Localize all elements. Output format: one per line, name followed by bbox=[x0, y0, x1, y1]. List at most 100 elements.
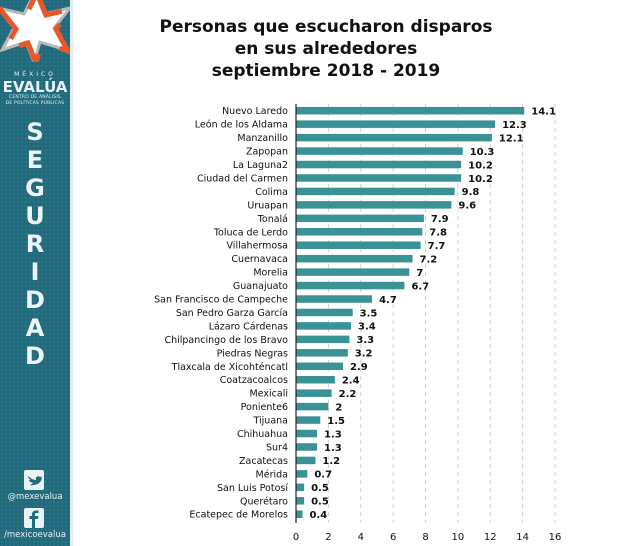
bar bbox=[296, 429, 318, 438]
bar bbox=[296, 120, 496, 128]
bar bbox=[296, 416, 321, 424]
x-tick-label: 16 bbox=[549, 532, 562, 543]
section-letter: E bbox=[26, 146, 44, 174]
bar bbox=[296, 228, 423, 236]
category-label: San Pedro Garza García bbox=[176, 308, 288, 319]
bar bbox=[296, 497, 305, 505]
facebook-handle[interactable]: /mexicoevalua bbox=[4, 530, 66, 540]
category-label: Tijuana bbox=[253, 416, 288, 427]
bar bbox=[296, 254, 413, 263]
bar bbox=[296, 147, 463, 155]
category-label: Nuevo Laredo bbox=[222, 106, 288, 117]
value-label: 3.3 bbox=[356, 335, 374, 346]
category-label: Tlaxcala de Xicohténcatl bbox=[171, 362, 288, 373]
value-label: 1.3 bbox=[324, 443, 342, 454]
brand-evalua: EVALÚA bbox=[2, 78, 68, 96]
value-label: 9.8 bbox=[462, 187, 480, 198]
value-label: 14.1 bbox=[531, 107, 556, 118]
value-label: 12.1 bbox=[499, 133, 524, 144]
sidebar-edge bbox=[70, 0, 73, 546]
value-label: 3.4 bbox=[358, 322, 376, 333]
value-label: 10.2 bbox=[468, 174, 493, 185]
section-letter: S bbox=[26, 118, 44, 146]
category-label: Toluca de Lerdo bbox=[213, 227, 288, 238]
bar bbox=[296, 510, 303, 518]
value-label: 0.5 bbox=[311, 483, 329, 494]
value-label: 3.2 bbox=[355, 349, 373, 360]
value-label: 7.2 bbox=[420, 254, 438, 265]
bar bbox=[296, 106, 525, 115]
bar bbox=[296, 470, 308, 478]
category-label: La Laguna2 bbox=[233, 160, 288, 171]
chart-title-line-2: en sus alrededores bbox=[234, 39, 418, 59]
bar bbox=[296, 268, 410, 276]
category-label: Coatzacoalcos bbox=[220, 375, 288, 386]
value-label: 0.7 bbox=[314, 470, 332, 481]
value-label: 1.3 bbox=[324, 429, 342, 440]
bar bbox=[296, 349, 348, 357]
x-tick-label: 14 bbox=[516, 532, 529, 543]
category-label: Colima bbox=[255, 187, 288, 198]
chart-title: Personas que escucharon disparos en sus … bbox=[140, 16, 512, 82]
value-label: 2.2 bbox=[339, 389, 357, 400]
category-label: Cuernavaca bbox=[231, 254, 288, 265]
bar bbox=[296, 214, 424, 223]
brand-subtitle-2: DE POLÍTICAS PÚBLICAS bbox=[5, 101, 65, 106]
section-letter: D bbox=[25, 286, 45, 314]
x-tick-label: 4 bbox=[358, 532, 364, 543]
bar bbox=[296, 443, 318, 451]
bar bbox=[296, 281, 405, 290]
sidebar bbox=[0, 0, 70, 546]
category-label: San Francisco de Campeche bbox=[154, 295, 288, 306]
value-label: 3.5 bbox=[360, 308, 378, 319]
value-label: 4.7 bbox=[379, 295, 397, 306]
twitter-icon[interactable] bbox=[24, 470, 44, 490]
twitter-handle[interactable]: @mexevalua bbox=[7, 492, 63, 502]
x-tick-label: 8 bbox=[422, 532, 428, 543]
bar bbox=[296, 402, 329, 411]
value-label: 1.2 bbox=[322, 456, 340, 467]
category-label: Lázaro Cárdenas bbox=[209, 321, 288, 332]
bar bbox=[296, 375, 335, 384]
bar bbox=[296, 241, 421, 249]
value-label: 9.6 bbox=[458, 201, 476, 212]
bar bbox=[296, 160, 462, 169]
facebook-icon[interactable] bbox=[24, 508, 44, 528]
star-logo-icon bbox=[0, 0, 70, 62]
section-letter: A bbox=[25, 314, 45, 342]
x-tick-label: 0 bbox=[293, 532, 299, 543]
brand-subtitle-1: CENTRO DE ANÁLISIS bbox=[9, 95, 61, 100]
value-label: 2 bbox=[335, 402, 342, 413]
value-label: 7.7 bbox=[428, 241, 446, 252]
value-label: 2.4 bbox=[342, 376, 360, 387]
category-label: Tonalá bbox=[257, 214, 288, 225]
bar bbox=[296, 389, 332, 397]
bar bbox=[296, 187, 455, 196]
bar bbox=[296, 295, 373, 303]
category-label: Mérida bbox=[256, 469, 288, 480]
category-label: Piedras Negras bbox=[217, 348, 288, 359]
value-label: 2.9 bbox=[350, 362, 368, 373]
category-label: Zacatecas bbox=[239, 456, 288, 467]
value-label: 10.2 bbox=[468, 160, 493, 171]
value-label: 12.3 bbox=[502, 120, 527, 131]
value-label: 7.9 bbox=[431, 214, 449, 225]
category-label: Guanajuato bbox=[233, 281, 288, 292]
category-label: Poniente6 bbox=[241, 402, 288, 413]
bar bbox=[296, 174, 462, 182]
value-label: 0.5 bbox=[311, 497, 329, 508]
category-label: Uruapan bbox=[247, 200, 288, 211]
category-label: Ecatepec de Morelos bbox=[189, 510, 288, 521]
category-label: Sur4 bbox=[266, 442, 288, 453]
category-label: Mexicali bbox=[250, 389, 288, 400]
bar bbox=[296, 322, 352, 330]
category-label: Chihuahua bbox=[237, 429, 288, 440]
category-label: Morelia bbox=[253, 268, 288, 279]
section-letter: U bbox=[25, 202, 45, 230]
bar bbox=[296, 133, 492, 142]
category-label: Villahermosa bbox=[227, 241, 288, 252]
x-tick-label: 2 bbox=[325, 532, 331, 543]
x-tick-label: 10 bbox=[452, 532, 465, 543]
x-tick-label: 12 bbox=[484, 532, 497, 543]
